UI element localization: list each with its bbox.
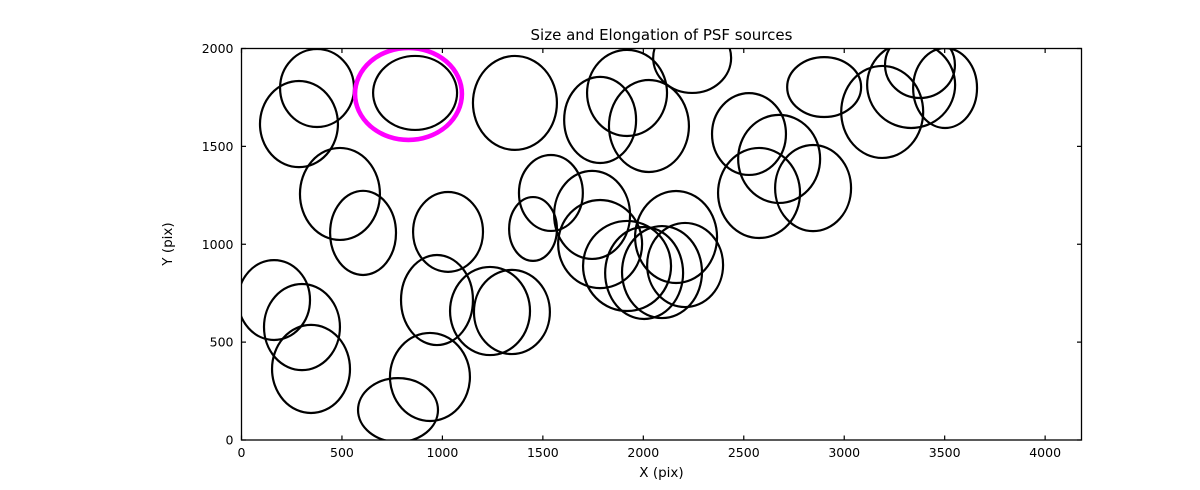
psf-ellipse [388,331,472,423]
psf-ellipse [633,189,719,285]
x-tick-label: 1500 [527,445,559,460]
x-axis-label: X (pix) [639,465,683,481]
psf-ellipse [581,219,673,313]
psf-ellipse [329,189,398,277]
psf-ellipse [258,79,340,169]
psf-ellipse [737,113,822,205]
psf-ellipse [508,195,559,262]
y-tick-label: 1500 [202,139,234,154]
x-tick-label: 3500 [929,445,961,460]
axes-ticks-layer: 0 500 1000 1500 2000 2500 3000 3500 4000 0 500 1000… [202,41,1082,460]
psf-ellipse [278,48,356,129]
psf-ellipse [399,253,475,347]
y-axis-label: Y (pix) [160,222,176,266]
psf-ellipse [774,143,853,233]
psf-ellipse [270,323,352,415]
psf-ellipse [448,265,532,357]
y-tick-label: 0 [226,433,234,448]
y-tick-label: 500 [210,335,234,350]
psf-ellipse [262,282,342,372]
psf-ellipse [557,198,644,290]
psf-ellipse [604,225,685,321]
psf-ellipse [710,92,788,177]
psf-ellipse [553,169,632,261]
psf-ellipse [840,64,925,160]
psf-ellipse [298,146,382,242]
psf-ellipse [607,78,691,174]
psf-ellipse [866,48,957,130]
psf-ellipse [883,48,957,100]
plot-title: Size and Elongation of PSF sources [531,26,793,44]
psf-ellipse [585,48,669,138]
psf-ellipse [646,221,725,309]
psf-ellipse [241,259,312,342]
y-tick-label: 1000 [202,237,234,252]
x-tick-label: 500 [330,445,354,460]
psf-ellipse [786,56,863,119]
psf-ellipse [652,48,733,95]
x-tick-label: 3000 [828,445,860,460]
x-tick-label: 2500 [728,445,760,460]
psf-ellipse [472,268,551,356]
plot-frame [240,47,1083,441]
psf-ellipse [716,146,802,240]
psf-ellipse [912,48,979,130]
psf-ellipse [471,54,559,151]
x-tick-label: 1000 [427,445,459,460]
y-tick-label: 2000 [202,41,234,56]
x-tick-label: 4000 [1029,445,1061,460]
highlighted-psf-ellipse [352,48,465,143]
x-tick-label: 0 [238,445,246,460]
x-tick-label: 2000 [627,445,659,460]
psf-ellipse [563,75,638,165]
psf-ellipses-layer [241,48,979,440]
psf-ellipse [356,377,440,440]
psf-ellipse [371,54,459,132]
psf-ellipse [411,190,485,273]
psf-ellipse [517,153,584,233]
